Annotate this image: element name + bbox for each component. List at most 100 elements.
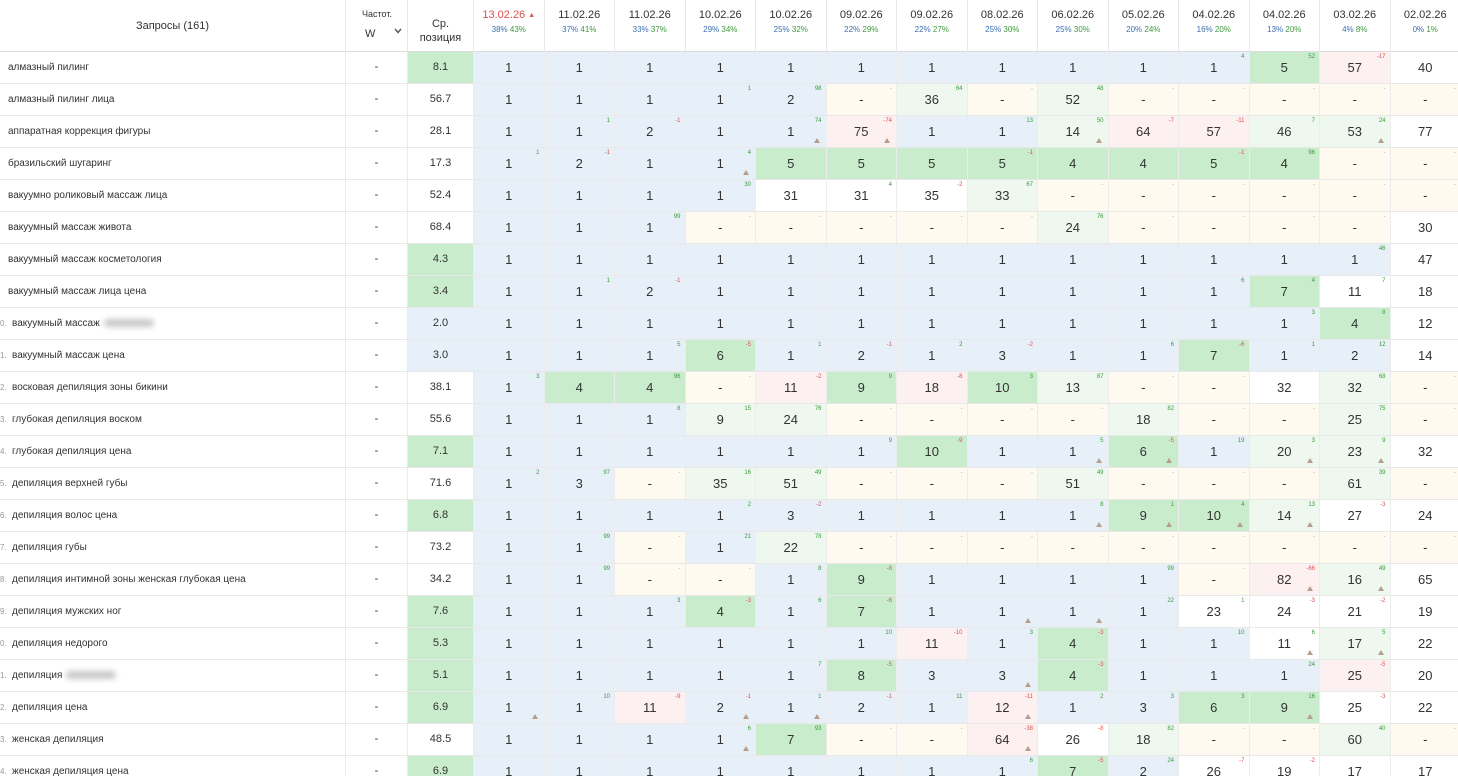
position-cell[interactable]: 22: [1390, 628, 1458, 659]
date-column-header[interactable]: 02.02.26 0% 1%: [1391, 0, 1458, 52]
position-cell[interactable]: 4 -3: [685, 596, 756, 627]
date-column-header[interactable]: 06.02.26 25% 30%: [1038, 0, 1109, 52]
position-cell[interactable]: 1: [685, 52, 756, 83]
query-cell[interactable]: 2. восковая депиляция зоны бикини: [0, 372, 346, 403]
position-cell[interactable]: 40: [1390, 52, 1458, 83]
position-cell[interactable]: --: [1179, 532, 1250, 563]
table-row[interactable]: 4.женская депиляция цена-6.91111111167-5…: [0, 756, 1458, 776]
position-cell[interactable]: 1: [615, 436, 686, 467]
position-cell[interactable]: 1 13: [967, 116, 1038, 147]
position-cell[interactable]: 32: [1390, 436, 1458, 467]
position-cell[interactable]: 2 -1: [685, 692, 756, 723]
position-cell[interactable]: 1: [897, 596, 968, 627]
query-cell[interactable]: вакуумно роликовый массаж лица: [0, 180, 346, 211]
position-cell[interactable]: 46 7: [1249, 116, 1320, 147]
position-cell[interactable]: 51 49: [1038, 468, 1109, 499]
position-cell[interactable]: 11 6: [1249, 628, 1320, 659]
position-cell[interactable]: 1: [685, 756, 756, 776]
position-cell[interactable]: 65: [1390, 564, 1458, 595]
position-cell[interactable]: 3: [967, 660, 1038, 691]
position-cell[interactable]: 53 24: [1320, 116, 1391, 147]
position-cell[interactable]: 24 -3: [1249, 596, 1320, 627]
position-cell[interactable]: --: [897, 404, 968, 435]
position-cell[interactable]: 1: [826, 276, 897, 307]
position-cell[interactable]: 14 50: [1038, 116, 1109, 147]
query-cell[interactable]: 3. глубокая депиляция воском: [0, 404, 346, 435]
position-cell[interactable]: 11 -10: [897, 628, 968, 659]
position-cell[interactable]: 3: [897, 660, 968, 691]
table-row[interactable]: бразильский шугаринг -17.3 1 1 2 -1 1 1 4 5 5 5 5 -1 4…: [0, 148, 1458, 180]
position-cell[interactable]: 1: [685, 116, 756, 147]
position-cell[interactable]: --: [1249, 180, 1320, 211]
position-cell[interactable]: --: [826, 532, 897, 563]
position-cell[interactable]: --: [897, 468, 968, 499]
position-cell[interactable]: 60 40: [1320, 724, 1391, 755]
position-cell[interactable]: 1 22: [1108, 596, 1179, 627]
position-cell[interactable]: 1: [1108, 244, 1179, 275]
position-cell[interactable]: 22: [1390, 692, 1458, 723]
position-cell[interactable]: 1: [1038, 564, 1109, 595]
position-cell[interactable]: 1: [1038, 276, 1109, 307]
position-cell[interactable]: 1 99: [544, 532, 615, 563]
query-cell[interactable]: 8. депиляция интимной зоны женская глубок…: [0, 564, 346, 595]
position-cell[interactable]: 1: [826, 244, 897, 275]
position-cell[interactable]: 1 74: [756, 116, 827, 147]
position-cell[interactable]: 1: [474, 660, 545, 691]
position-cell[interactable]: 1: [756, 436, 827, 467]
position-cell[interactable]: 57 -17: [1320, 52, 1391, 83]
query-cell[interactable]: аппаратная коррекция фигуры: [0, 116, 346, 147]
position-cell[interactable]: --: [1249, 404, 1320, 435]
position-cell[interactable]: 8 -5: [826, 660, 897, 691]
position-cell[interactable]: 17 5: [1320, 628, 1391, 659]
position-cell[interactable]: 4 -3: [1038, 628, 1109, 659]
position-cell[interactable]: 26 -8: [1038, 724, 1109, 755]
position-cell[interactable]: 1: [826, 500, 897, 531]
position-cell[interactable]: 25 -5: [1320, 660, 1391, 691]
position-cell[interactable]: 18 82: [1108, 404, 1179, 435]
position-cell[interactable]: 3 97: [544, 468, 615, 499]
position-cell[interactable]: 4: [1038, 148, 1109, 179]
position-cell[interactable]: 64 -7: [1108, 116, 1179, 147]
position-cell[interactable]: 1: [685, 244, 756, 275]
position-cell[interactable]: 1: [967, 564, 1038, 595]
position-cell[interactable]: 10 4: [1179, 500, 1250, 531]
position-cell[interactable]: 1: [474, 628, 545, 659]
position-cell[interactable]: --: [826, 468, 897, 499]
position-cell[interactable]: --: [967, 404, 1038, 435]
position-cell[interactable]: 1: [474, 596, 545, 627]
position-cell[interactable]: 1: [544, 180, 615, 211]
position-cell[interactable]: 2 24: [1108, 756, 1179, 776]
position-cell[interactable]: 4: [544, 372, 615, 403]
position-cell[interactable]: 1: [474, 276, 545, 307]
position-cell[interactable]: 1: [544, 244, 615, 275]
position-cell[interactable]: 1 19: [1179, 436, 1250, 467]
queries-column-header[interactable]: Запросы (161): [0, 0, 346, 52]
position-cell[interactable]: --: [685, 212, 756, 243]
position-cell[interactable]: 2 -1: [615, 116, 686, 147]
query-cell[interactable]: вакуумный массаж косметология: [0, 244, 346, 275]
position-cell[interactable]: --: [1390, 404, 1458, 435]
position-cell[interactable]: 52 48: [1038, 84, 1109, 115]
position-cell[interactable]: --: [1038, 532, 1109, 563]
position-cell[interactable]: 1: [967, 244, 1038, 275]
position-cell[interactable]: 1: [826, 756, 897, 776]
position-cell[interactable]: 18 82: [1108, 724, 1179, 755]
position-cell[interactable]: 1: [544, 84, 615, 115]
date-column-header[interactable]: 08.02.26 25% 30%: [968, 0, 1038, 52]
position-cell[interactable]: 7 -6: [826, 596, 897, 627]
position-cell[interactable]: 7 93: [756, 724, 827, 755]
position-cell[interactable]: 1 24: [1249, 660, 1320, 691]
position-cell[interactable]: 9 -8: [826, 564, 897, 595]
position-cell[interactable]: 2 -1: [826, 340, 897, 371]
position-cell[interactable]: 1: [826, 308, 897, 339]
